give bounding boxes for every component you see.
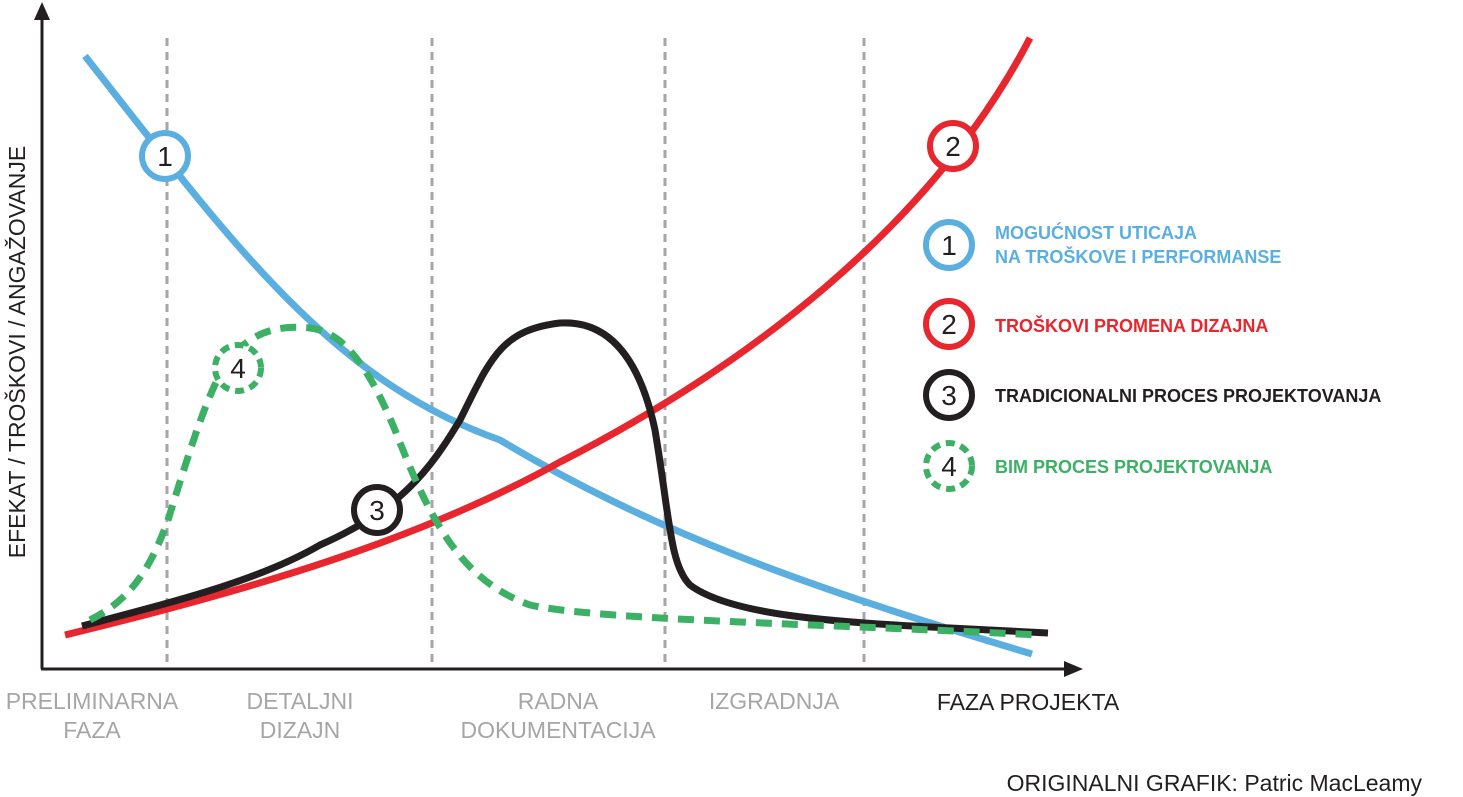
- axes: [34, 2, 1083, 677]
- phase-label-preliminary-line1: PRELIMINARNA: [6, 688, 179, 714]
- legend-label: TRADICIONALNI PROCES PROJEKTOVANJA: [995, 386, 1381, 406]
- phase-label-detailed-line1: DETALJNI: [247, 688, 354, 714]
- curve-3-traditional: [81, 319, 1049, 637]
- phase-label-construction: IZGRADNJA: [709, 688, 840, 714]
- legend-number: 2: [941, 309, 957, 340]
- legend-number: 4: [941, 451, 957, 482]
- legend-item-2: 2 TROŠKOVI PROMENA DIZAJNA: [923, 298, 1268, 350]
- legend-item-3: 3 TRADICIONALNI PROCES PROJEKTOVANJA: [923, 369, 1381, 421]
- phase-labels: PRELIMINARNA FAZA DETALJNI DIZAJN RADNA …: [6, 688, 840, 743]
- legend-label: TROŠKOVI PROMENA DIZAJNA: [995, 315, 1268, 336]
- phase-label-detailed-line2: DIZAJN: [260, 717, 341, 743]
- curve-marker-2: 2: [927, 120, 979, 172]
- curve-1-influence: [82, 53, 1033, 658]
- legend-number: 1: [941, 230, 957, 261]
- svg-text:4: 4: [230, 353, 246, 384]
- legend-label: BIM PROCES PROJEKTOVANJA: [995, 457, 1272, 477]
- curve-marker-1: 1: [139, 130, 191, 182]
- svg-text:2: 2: [945, 131, 961, 162]
- legend-item-4: 4 BIM PROCES PROJEKTOVANJA: [923, 440, 1272, 492]
- curve-2-change-cost: [64, 36, 1034, 639]
- y-axis-arrow: [34, 2, 50, 20]
- phase-dividers: [165, 38, 866, 668]
- phase-label-working-docs-line2: DOKUMENTACIJA: [460, 717, 656, 743]
- curve-marker-3: 3: [351, 484, 403, 536]
- legend: 1 MOGUĆNOST UTICAJA NA TROŠKOVE I PERFOR…: [923, 219, 1381, 492]
- phase-label-working-docs-line1: RADNA: [518, 688, 599, 714]
- credit-text: ORIGINALNI GRAFIK: Patric MacLeamy: [1007, 770, 1423, 796]
- svg-text:3: 3: [369, 495, 385, 526]
- x-axis-label: FAZA PROJEKTA: [937, 689, 1120, 715]
- phase-label-preliminary-line2: FAZA: [63, 717, 121, 743]
- svg-text:1: 1: [157, 141, 173, 172]
- legend-label-line1: MOGUĆNOST UTICAJA: [995, 222, 1197, 243]
- curve-4-bim: [88, 323, 1041, 639]
- x-axis-arrow: [1064, 661, 1083, 677]
- legend-item-1: 1 MOGUĆNOST UTICAJA NA TROŠKOVE I PERFOR…: [923, 219, 1281, 271]
- legend-label-line2: NA TROŠKOVE I PERFORMANSE: [995, 246, 1281, 267]
- y-axis-label: EFEKAT / TROŠKOVI / ANGAŽOVANJE: [3, 146, 30, 558]
- legend-number: 3: [941, 380, 957, 411]
- curve-marker-4: 4: [212, 342, 264, 394]
